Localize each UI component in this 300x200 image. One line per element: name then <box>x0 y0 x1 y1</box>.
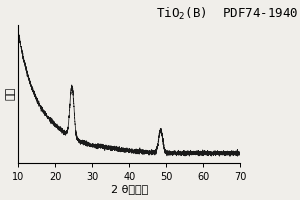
X-axis label: 2 θ（度）: 2 θ（度） <box>111 184 148 194</box>
Text: TiO$_2$(B)  PDF74-1940: TiO$_2$(B) PDF74-1940 <box>156 6 298 22</box>
Y-axis label: 强度: 强度 <box>6 87 16 100</box>
